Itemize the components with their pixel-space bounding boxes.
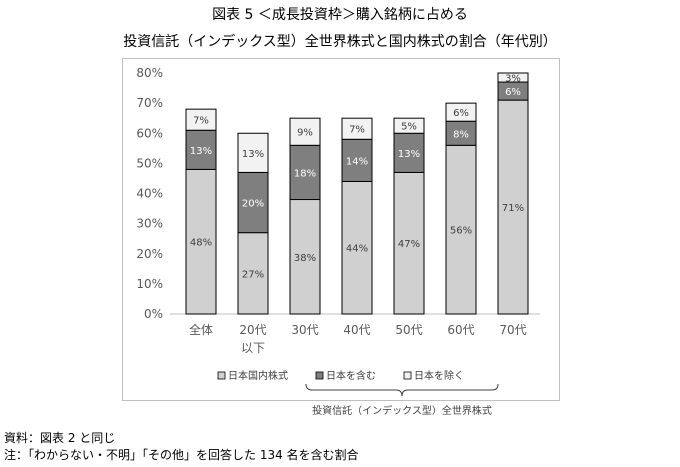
x-tick-label: 以下 [241, 341, 265, 355]
legend-label: 日本を含む [326, 369, 376, 382]
legend-label: 日本国内株式 [228, 369, 288, 382]
bar-segment [341, 138, 373, 182]
x-tick-label: 60代 [447, 323, 474, 337]
data-label: 8% [453, 129, 469, 140]
bar-segment [341, 117, 373, 140]
data-label: 18% [294, 168, 316, 179]
data-label: 3% [505, 74, 521, 85]
bar-segment [393, 171, 425, 315]
chart-subtitle: 投資信託（インデックス型）全世界株式と国内株式の割合（年代別） [123, 34, 557, 50]
y-tick-label: 30% [136, 217, 163, 231]
bar-segment [393, 117, 425, 134]
bar-segment [341, 180, 373, 315]
y-tick-label: 10% [136, 277, 163, 291]
data-label: 44% [346, 244, 368, 255]
data-label: 7% [349, 125, 365, 136]
bar-segment [237, 132, 269, 173]
bar-segment [497, 72, 529, 83]
legend-swatch [403, 371, 412, 380]
x-tick-label: 40代 [343, 323, 370, 337]
legend-swatch [315, 371, 324, 380]
bar-segment [289, 199, 321, 315]
chart-frame [122, 58, 560, 401]
data-label: 13% [242, 149, 264, 160]
x-tick-label: 全体 [189, 322, 213, 337]
data-label: 6% [505, 87, 521, 98]
data-label: 13% [398, 149, 420, 160]
data-label: 38% [294, 253, 316, 264]
x-tick-label: 20代 [239, 323, 266, 337]
data-label: 5% [401, 122, 417, 133]
bar-segment [289, 144, 321, 201]
x-tick-label: 30代 [291, 323, 318, 337]
y-tick-label: 60% [136, 126, 163, 140]
legend-swatch [217, 371, 226, 380]
bar-segment [445, 120, 477, 146]
bar-segment [185, 168, 217, 315]
data-label: 71% [502, 203, 524, 214]
data-label: 13% [190, 146, 212, 157]
chart-title: 図表 5 ＜成長投資枠＞購入銘柄に占める [212, 7, 468, 23]
footnote: 注：「わからない・不明」「その他」を回答した 134 名を含む割合 [4, 448, 359, 462]
bar-segment [237, 171, 269, 234]
bar-segment [289, 117, 321, 146]
y-tick-label: 70% [136, 96, 163, 110]
bar-segment [445, 102, 477, 122]
y-tick-label: 40% [136, 187, 163, 201]
source-note: 資料：図表 2 と同じ [4, 431, 116, 445]
data-label: 6% [453, 108, 469, 119]
y-tick-label: 0% [144, 307, 163, 321]
data-label: 20% [242, 199, 264, 210]
data-label: 14% [346, 156, 368, 167]
bar-segment [185, 108, 217, 131]
bar-segment [497, 99, 529, 315]
data-label: 47% [398, 239, 420, 250]
y-tick-label: 20% [136, 247, 163, 261]
data-label: 56% [450, 226, 472, 237]
x-tick-label: 70代 [499, 323, 526, 337]
x-tick-label: 50代 [395, 323, 422, 337]
data-label: 27% [242, 269, 264, 280]
bar-segment [445, 144, 477, 315]
data-label: 7% [193, 116, 209, 127]
y-tick-label: 80% [136, 66, 163, 80]
legend-brace [305, 383, 499, 397]
data-label: 9% [297, 128, 313, 139]
legend-group-label: 投資信託（インデックス型）全世界株式 [312, 404, 492, 417]
bar-segment [237, 232, 269, 315]
data-label: 48% [190, 238, 212, 249]
legend-label: 日本を除く [414, 369, 464, 382]
y-tick-label: 50% [136, 156, 163, 170]
